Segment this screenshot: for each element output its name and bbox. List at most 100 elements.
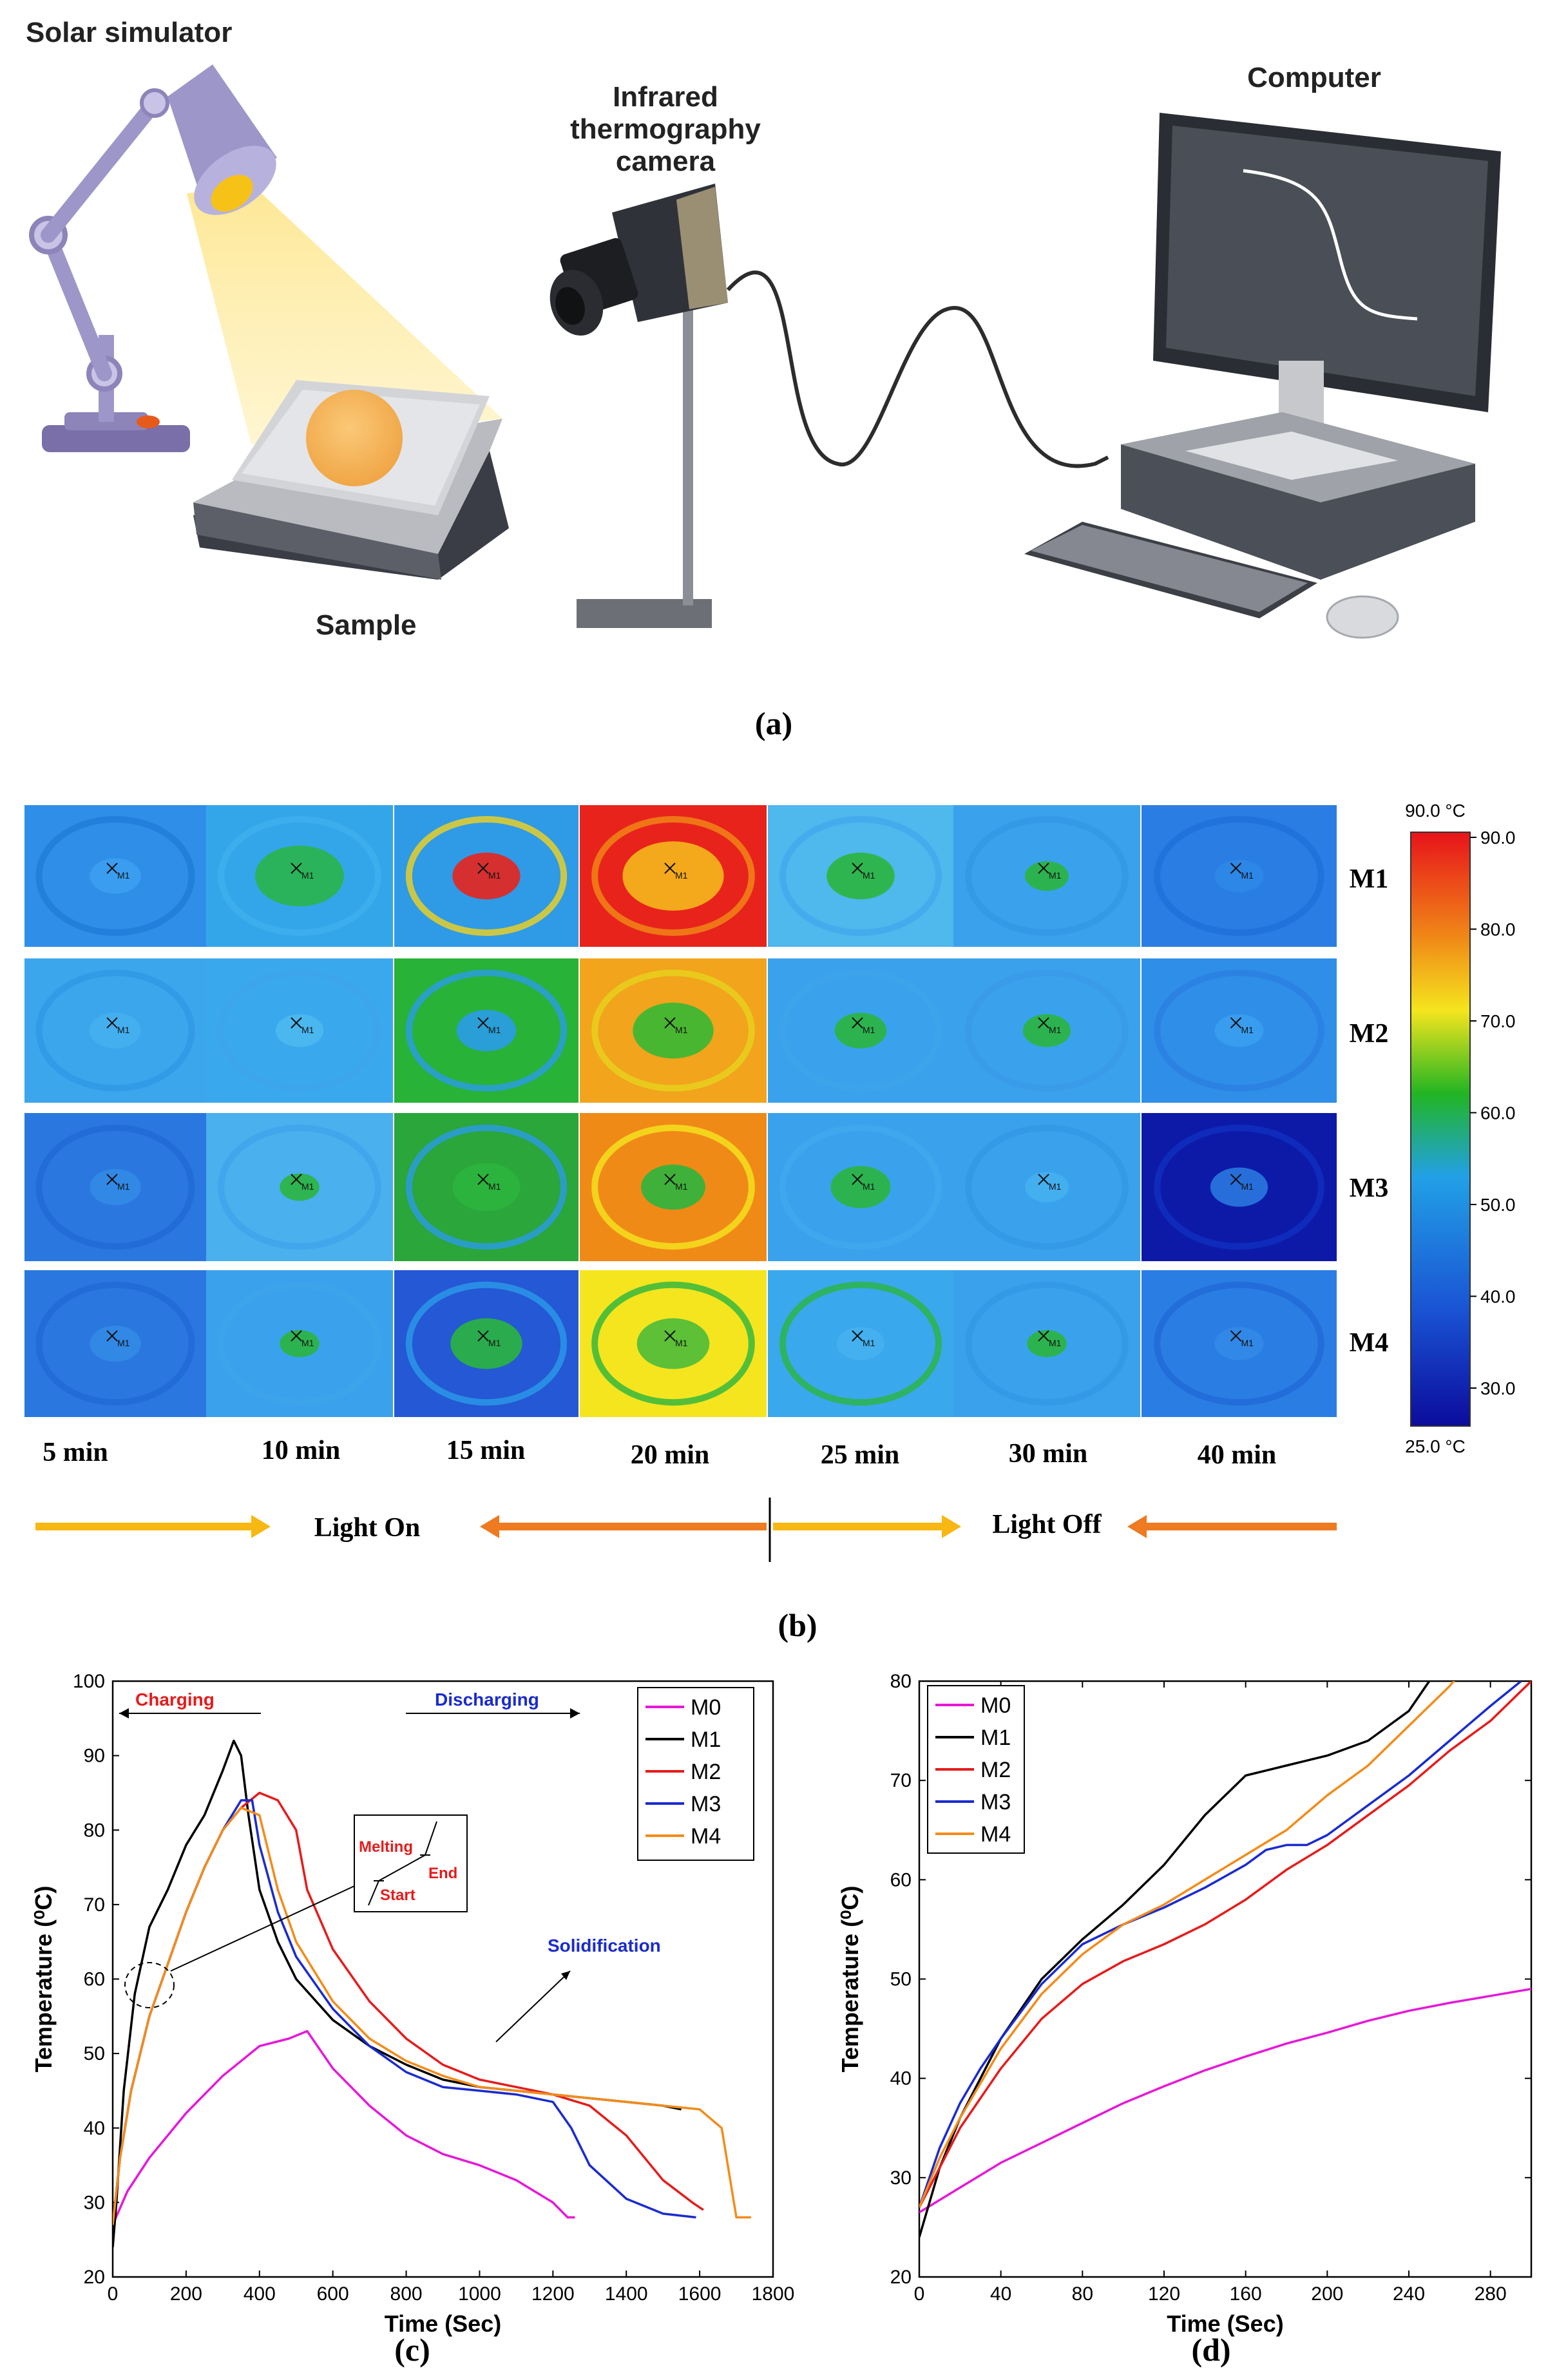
x-tick-label: 1000: [458, 2283, 501, 2305]
time-label-30min: 30 min: [1009, 1439, 1088, 1469]
x-tick-label: 1200: [531, 2283, 575, 2305]
x-tick-label: 0: [914, 2283, 925, 2305]
thermal-image-m1-5: M1: [768, 805, 953, 947]
x-tick-label: 1400: [605, 2283, 648, 2305]
marker-label: M1: [301, 1338, 314, 1348]
y-tick-label: 60: [890, 1869, 912, 1890]
computer-illustration: [1024, 113, 1501, 639]
melting-region-circle: [124, 1962, 175, 2008]
row-label-m4: M4: [1350, 1328, 1389, 1358]
thermal-image-m3-6: M1: [953, 1113, 1140, 1261]
chart-c-annotations: Charging Discharging Melting Start End S…: [119, 1690, 661, 2042]
sample-label: Sample: [316, 609, 417, 641]
legend-label-m3: M3: [980, 1790, 1011, 1814]
thermal-image-m2-6: M1: [953, 958, 1140, 1103]
colorbar-tick-label: 70.0: [1480, 1011, 1516, 1031]
series-line-m0: [919, 1988, 1531, 2214]
marker-label: M1: [117, 1025, 130, 1035]
series-line-m0: [113, 2030, 575, 2225]
computer-label: Computer: [1247, 62, 1381, 93]
marker-label: M1: [675, 1181, 688, 1192]
thermal-image-grid: M1 M1 M1 M1 M1 M1 M1 M1 M1 M1 M1 M1 M1 M1 M1 M1 M1 M1 M1 M1…: [24, 805, 1337, 1417]
time-label-25min: 25 min: [821, 1440, 900, 1470]
camera-label-line-2: thermography: [570, 113, 761, 145]
marker-label: M1: [675, 1338, 688, 1348]
series-line-m3: [919, 1681, 1522, 2208]
marker-label: M1: [117, 870, 130, 881]
x-tick-label: 1600: [678, 2283, 721, 2305]
marker-label: M1: [488, 1338, 501, 1348]
thermal-image-m3-7: M1: [1142, 1113, 1337, 1261]
discharging-annotation: Discharging: [435, 1690, 539, 1709]
x-tick-label: 200: [1311, 2283, 1343, 2305]
series-line-m1: [919, 1681, 1431, 2238]
sample-disc: [306, 390, 403, 486]
time-label-5min: 5 min: [43, 1438, 108, 1467]
marker-label: M1: [301, 1181, 314, 1192]
colorbar-tick-label: 40.0: [1480, 1287, 1516, 1307]
colorbar-gradient: [1410, 832, 1471, 1427]
y-tick-label: 70: [890, 1770, 912, 1791]
y-tick-label: 40: [84, 2118, 105, 2139]
y-axis-title: Temperature (⁰C): [30, 1886, 57, 2073]
light-on-label: Light On: [314, 1513, 421, 1543]
x-tick-label: 400: [244, 2283, 276, 2305]
thermal-image-m3-2: M1: [206, 1113, 393, 1261]
series-line-m4: [113, 1806, 751, 2225]
y-tick-label: 60: [84, 1969, 105, 1990]
time-label-10min: 10 min: [262, 1436, 341, 1465]
marker-label: M1: [301, 870, 314, 881]
time-label-40min: 40 min: [1198, 1440, 1277, 1470]
time-labels: 5 min 10 min 15 min 20 min 25 min 30 min…: [43, 1436, 1276, 1470]
x-tick-label: 0: [108, 2283, 119, 2305]
y-tick-label: 80: [890, 1671, 912, 1692]
thermal-image-m3-5: M1: [768, 1113, 953, 1261]
legend-label-m2: M2: [691, 1760, 721, 1784]
row-label-m1: M1: [1350, 864, 1389, 894]
marker-label: M1: [1241, 870, 1254, 881]
thermal-image-m2-7: M1: [1142, 958, 1337, 1103]
x-tick-label: 200: [170, 2283, 202, 2305]
x-tick-label: 40: [990, 2283, 1011, 2305]
panel-a: Solar simulator Sample Infrared: [26, 17, 1501, 741]
marker-label: M1: [1241, 1181, 1254, 1192]
thermal-image-m4-5: M1: [768, 1270, 953, 1417]
panel-d: 0 40 80 120 160 200 240 280 20 30 40 50 60 70 80 Time (…: [837, 1671, 1533, 2368]
solar-simulator-label: Solar simulator: [26, 17, 232, 48]
thermal-image-m2-4: M1: [580, 958, 767, 1103]
marker-label: M1: [863, 1181, 875, 1192]
solidification-annotation: Solidification: [548, 1936, 661, 1956]
marker-label: M1: [863, 1338, 875, 1348]
panel-d-label: (d): [1191, 2332, 1230, 2368]
y-tick-label: 100: [73, 1671, 105, 1692]
marker-label: M1: [1049, 1338, 1062, 1348]
panel-b-label: (b): [778, 1607, 817, 1643]
x-tick-label: 280: [1475, 2283, 1507, 2305]
light-off-label: Light Off: [992, 1510, 1102, 1539]
y-tick-label: 30: [890, 2167, 912, 2189]
thermal-image-m4-6: M1: [953, 1270, 1140, 1417]
cable: [726, 271, 1109, 468]
thermal-image-m2-3: M1: [394, 958, 578, 1103]
thermal-image-m1-7: M1: [1142, 805, 1337, 947]
legend-label-m0: M0: [691, 1695, 721, 1720]
chart-c: 0 200 400 600 800 1000 1200 1400 1600 1800 20 30 40 5…: [30, 1671, 794, 2337]
sample-stage-illustration: [193, 380, 509, 580]
colorbar-tick-label: 30.0: [1480, 1378, 1516, 1398]
colorbar-ticks: 90.0 80.0 70.0 60.0 50.0 40.0 30.0: [1470, 828, 1516, 1398]
marker-label: M1: [863, 1025, 875, 1035]
panel-c: 0 200 400 600 800 1000 1200 1400 1600 1800 20 30 40 5…: [30, 1671, 794, 2368]
solar-simulator-lamp-illustration: [29, 64, 502, 452]
thermal-image-m1-6: M1: [953, 805, 1140, 947]
melting-start-annotation: Start: [380, 1887, 416, 1904]
row-label-m3: M3: [1350, 1174, 1389, 1203]
thermal-image-m4-1: M1: [24, 1270, 206, 1417]
thermal-image-m1-1: M1: [24, 805, 206, 947]
legend-label-m4: M4: [980, 1822, 1011, 1847]
melting-end-annotation: End: [428, 1865, 457, 1882]
row-label-m2: M2: [1350, 1019, 1389, 1049]
y-tick-label: 50: [890, 1969, 912, 1990]
x-axis-title: Time (Sec): [385, 2310, 501, 2337]
row-labels: M1 M2 M3 M4: [1350, 864, 1389, 1358]
